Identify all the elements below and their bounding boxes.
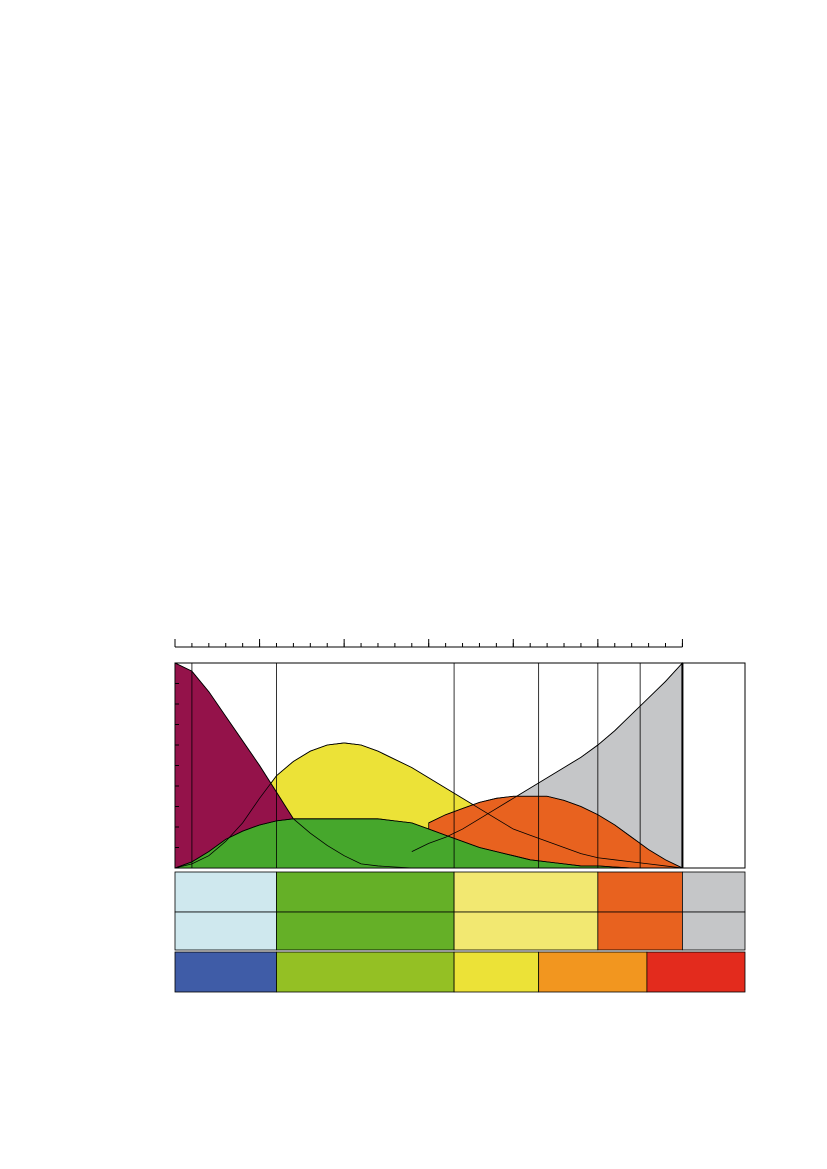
band-segment bbox=[276, 911, 455, 951]
band-segment bbox=[174, 871, 277, 913]
band-segment bbox=[453, 951, 540, 993]
band-segment bbox=[174, 951, 277, 993]
band-segment bbox=[276, 871, 455, 913]
band-segment bbox=[453, 871, 599, 913]
band-segment bbox=[276, 951, 455, 993]
band-segment bbox=[453, 911, 599, 951]
area-outline bbox=[411, 662, 683, 852]
band-segment bbox=[646, 951, 746, 993]
band-segment bbox=[174, 911, 277, 951]
band-segment bbox=[597, 911, 683, 951]
band-segment bbox=[682, 871, 746, 913]
band-segment bbox=[597, 871, 683, 913]
band-segment bbox=[538, 951, 648, 993]
band-segment bbox=[682, 911, 746, 951]
